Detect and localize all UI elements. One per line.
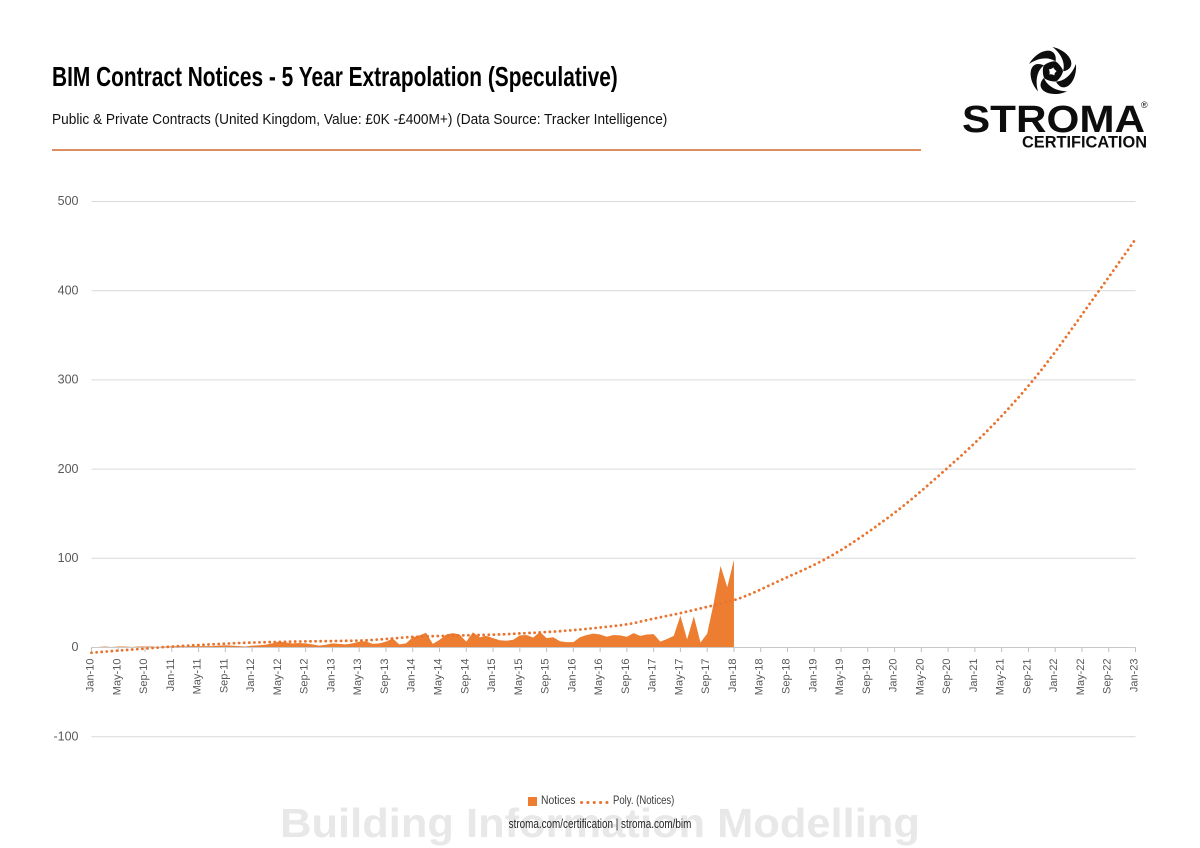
svg-text:Sep-21: Sep-21 (1021, 659, 1033, 694)
svg-text:100: 100 (58, 551, 79, 565)
svg-text:Sep-10: Sep-10 (138, 659, 150, 694)
svg-text:400: 400 (58, 283, 79, 297)
svg-text:CERTIFICATION: CERTIFICATION (1022, 133, 1147, 152)
svg-text:Jan-23: Jan-23 (1129, 659, 1141, 693)
svg-text:Jan-18: Jan-18 (727, 659, 739, 693)
svg-text:Sep-19: Sep-19 (861, 659, 873, 694)
svg-text:Sep-17: Sep-17 (700, 659, 712, 694)
svg-text:May-17: May-17 (673, 659, 685, 696)
svg-text:Jan-10: Jan-10 (85, 659, 97, 693)
svg-text:Jan-12: Jan-12 (245, 659, 257, 693)
svg-text:200: 200 (58, 462, 79, 476)
svg-text:Jan-22: Jan-22 (1048, 659, 1060, 693)
svg-text:Sep-20: Sep-20 (941, 659, 953, 694)
svg-text:0: 0 (72, 640, 79, 654)
svg-text:300: 300 (58, 373, 79, 387)
svg-text:May-16: May-16 (593, 659, 605, 696)
svg-text:May-15: May-15 (513, 659, 525, 696)
svg-text:Sep-18: Sep-18 (781, 659, 793, 694)
svg-text:Jan-17: Jan-17 (647, 659, 659, 693)
svg-text:Sep-13: Sep-13 (379, 659, 391, 694)
svg-text:May-14: May-14 (433, 659, 445, 696)
svg-text:May-21: May-21 (995, 659, 1007, 696)
svg-text:STROMA: STROMA (962, 99, 1145, 141)
svg-text:Sep-12: Sep-12 (299, 659, 311, 694)
svg-text:Sep-15: Sep-15 (540, 659, 552, 694)
svg-text:May-11: May-11 (192, 659, 204, 695)
svg-text:Jan-11: Jan-11 (165, 659, 177, 692)
svg-text:May-19: May-19 (834, 659, 846, 696)
svg-text:®: ® (1141, 100, 1148, 110)
svg-text:Jan-13: Jan-13 (325, 659, 337, 693)
svg-text:Jan-14: Jan-14 (406, 659, 418, 693)
svg-text:May-13: May-13 (352, 659, 364, 696)
svg-text:Sep-16: Sep-16 (620, 659, 632, 694)
svg-text:Jan-21: Jan-21 (968, 659, 980, 693)
svg-text:Sep-14: Sep-14 (459, 659, 471, 694)
svg-text:Jan-16: Jan-16 (566, 659, 578, 693)
svg-text:May-22: May-22 (1075, 659, 1087, 696)
svg-text:May-10: May-10 (111, 659, 123, 696)
svg-text:Jan-15: Jan-15 (486, 659, 498, 693)
svg-text:Sep-22: Sep-22 (1102, 659, 1114, 694)
svg-text:May-12: May-12 (272, 659, 284, 696)
svg-text:Sep-11: Sep-11 (218, 659, 230, 694)
svg-text:Jan-20: Jan-20 (888, 659, 900, 693)
svg-text:Jan-19: Jan-19 (807, 659, 819, 693)
svg-text:500: 500 (58, 194, 79, 208)
svg-text:May-18: May-18 (754, 659, 766, 696)
svg-text:-100: -100 (53, 729, 78, 743)
svg-text:May-20: May-20 (914, 659, 926, 696)
